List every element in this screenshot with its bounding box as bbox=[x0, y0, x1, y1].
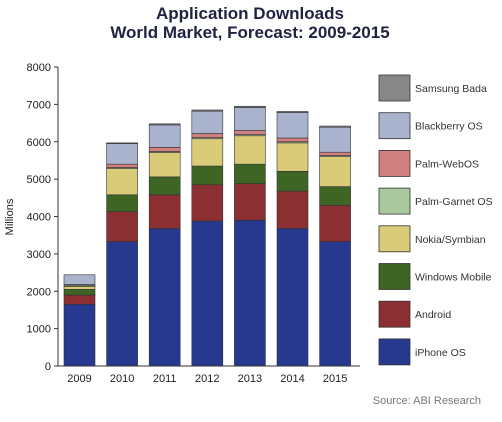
bar-segment bbox=[191, 184, 224, 222]
y-tick-label: 2000 bbox=[27, 286, 51, 298]
bar-segment bbox=[234, 105, 266, 108]
bar-segment bbox=[319, 126, 351, 153]
bar-segment bbox=[191, 109, 224, 112]
bar-segment bbox=[148, 152, 181, 178]
legend: Samsung Bada Blackberry OS Palm-WebOS Palm-… bbox=[378, 74, 493, 366]
bar-segment bbox=[106, 143, 138, 165]
bar-segment bbox=[234, 183, 266, 221]
bar-segment bbox=[276, 228, 309, 367]
y-tick-label: 0 bbox=[45, 361, 51, 373]
chart-title: Application Downloads bbox=[156, 4, 344, 23]
bar-segment bbox=[106, 142, 138, 144]
bar-segment bbox=[106, 211, 138, 242]
bar-segment bbox=[191, 133, 224, 138]
chart-subtitle: World Market, Forecast: 2009-2015 bbox=[110, 23, 389, 42]
bar-segment bbox=[63, 286, 96, 290]
x-tick-label: 2009 bbox=[67, 373, 91, 385]
legend-label: iPhone OS bbox=[415, 347, 466, 359]
bar-segment bbox=[319, 204, 351, 242]
bar-segment bbox=[276, 190, 309, 229]
legend-swatch bbox=[378, 300, 411, 328]
legend-swatch bbox=[378, 149, 411, 177]
bar-segment bbox=[106, 241, 138, 367]
legend-swatch bbox=[378, 74, 411, 102]
axes-layer: 0 1000 2000 3000 4000 5000 6000 7000 8000 2009 201… bbox=[27, 62, 360, 385]
source-note: Source: ABI Research bbox=[373, 395, 481, 407]
y-tick-label: 5000 bbox=[27, 174, 51, 186]
bar-segment bbox=[106, 168, 138, 196]
bar-segment bbox=[234, 219, 266, 367]
bar-segment bbox=[276, 112, 309, 139]
legend-swatch bbox=[378, 112, 411, 140]
legend-label: Samsung Bada bbox=[415, 83, 487, 95]
bar-segment bbox=[234, 130, 266, 135]
bar-segment bbox=[276, 170, 309, 192]
bar-segment bbox=[276, 111, 309, 113]
x-tick-label: 2014 bbox=[280, 373, 304, 385]
bar-segment bbox=[191, 220, 224, 367]
bar-segment bbox=[63, 289, 96, 296]
bar-segment bbox=[319, 156, 351, 187]
y-tick-label: 1000 bbox=[27, 324, 51, 336]
bar-segment bbox=[148, 228, 181, 367]
x-tick-label: 2013 bbox=[238, 373, 262, 385]
bar-segment bbox=[234, 107, 266, 131]
bar-segment bbox=[106, 163, 138, 168]
y-tick-label: 7000 bbox=[27, 99, 51, 111]
bar-segment bbox=[234, 135, 266, 165]
x-tick-label: 2012 bbox=[195, 373, 219, 385]
legend-label: Android bbox=[415, 309, 451, 321]
bar-segment bbox=[63, 294, 96, 305]
y-tick-label: 3000 bbox=[27, 249, 51, 261]
x-tick-label: 2011 bbox=[153, 373, 177, 385]
bar-segment bbox=[63, 304, 96, 367]
bars-layer bbox=[63, 105, 351, 367]
legend-swatch bbox=[378, 187, 411, 215]
bar-segment bbox=[276, 137, 309, 143]
y-axis-label: Millions bbox=[4, 198, 16, 235]
bar-segment bbox=[191, 165, 224, 186]
bar-segment bbox=[319, 241, 351, 367]
y-tick-label: 6000 bbox=[27, 137, 51, 149]
legend-label: Blackberry OS bbox=[415, 121, 483, 133]
bar-segment bbox=[106, 194, 138, 212]
legend-swatch bbox=[378, 338, 411, 366]
bar-segment bbox=[319, 186, 351, 206]
bar-segment bbox=[276, 142, 309, 172]
bar-segment bbox=[148, 123, 181, 126]
bar-segment bbox=[148, 176, 181, 196]
bar-segment bbox=[319, 125, 351, 128]
legend-label: Nokia/Symbian bbox=[415, 234, 486, 246]
bar-segment bbox=[319, 151, 351, 156]
x-tick-label: 2010 bbox=[110, 373, 134, 385]
bar-segment bbox=[148, 124, 181, 148]
legend-label: Palm-Garnet OS bbox=[415, 196, 493, 208]
legend-label: Palm-WebOS bbox=[415, 158, 479, 170]
y-tick-label: 8000 bbox=[27, 62, 51, 74]
legend-label: Windows Mobile bbox=[415, 272, 492, 284]
bar-segment bbox=[234, 163, 266, 184]
bar-segment bbox=[148, 147, 181, 152]
y-tick-label: 4000 bbox=[27, 212, 51, 224]
bar-segment bbox=[63, 274, 96, 285]
legend-swatch bbox=[378, 263, 411, 290]
legend-swatch bbox=[378, 225, 411, 253]
bar-segment bbox=[148, 194, 181, 229]
bar-segment bbox=[191, 110, 224, 134]
x-tick-label: 2015 bbox=[323, 373, 347, 385]
bar-segment bbox=[191, 138, 224, 167]
